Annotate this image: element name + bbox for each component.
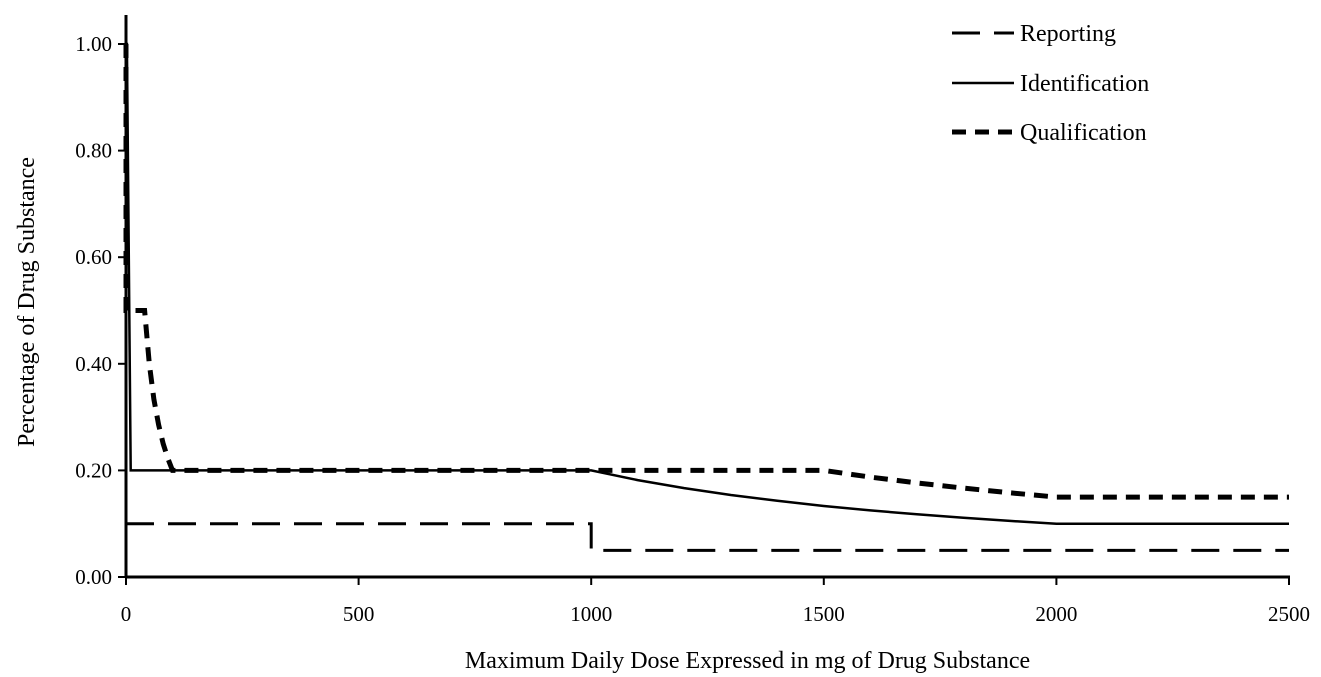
axes-layer bbox=[124, 15, 1290, 579]
x-tick-label: 500 bbox=[343, 602, 375, 626]
series-line-identification bbox=[125, 42, 1289, 525]
y-tick-label: 0.20 bbox=[75, 458, 112, 482]
y-axis-title: Percentage of Drug Substance bbox=[14, 157, 40, 447]
x-tick-label: 0 bbox=[121, 602, 132, 626]
legend-label-qualification: Qualification bbox=[1020, 120, 1147, 146]
ticks-layer: 0.00 0.20 0.40 0.60 0.80 1.00 0 500 1000 1500 2000… bbox=[75, 32, 1310, 626]
x-tick-label: 2000 bbox=[1035, 602, 1077, 626]
legend: Reporting Identification Qualification bbox=[952, 21, 1149, 146]
x-tick-label: 1000 bbox=[570, 602, 612, 626]
series-line-reporting bbox=[126, 522, 1289, 552]
y-tick-label: 0.40 bbox=[75, 352, 112, 376]
series-layer bbox=[123, 42, 1289, 552]
series-line-qualification bbox=[123, 44, 1289, 500]
x-axis-title: Maximum Daily Dose Expressed in mg of Dr… bbox=[465, 648, 1030, 674]
x-tick-label: 1500 bbox=[803, 602, 845, 626]
legend-label-reporting: Reporting bbox=[1020, 21, 1116, 47]
legend-label-identification: Identification bbox=[1020, 71, 1149, 97]
y-tick-label: 0.00 bbox=[75, 565, 112, 589]
y-tick-label: 1.00 bbox=[75, 32, 112, 56]
y-tick-label: 0.80 bbox=[75, 139, 112, 163]
x-tick-label: 2500 bbox=[1268, 602, 1310, 626]
y-tick-label: 0.60 bbox=[75, 245, 112, 269]
